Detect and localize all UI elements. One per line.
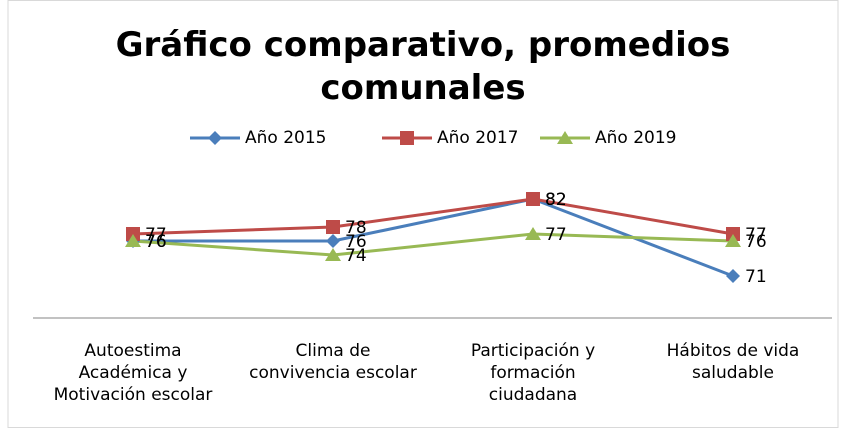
series-line — [132, 197, 734, 236]
legend-label: Año 2015 — [245, 128, 326, 148]
data-label: 76 — [145, 232, 167, 252]
marker — [326, 234, 340, 248]
marker — [326, 220, 340, 234]
data-label: 77 — [145, 225, 167, 245]
data-label: 77 — [545, 225, 567, 245]
marker — [526, 192, 540, 206]
data-label: 76 — [145, 232, 167, 252]
marker — [557, 131, 573, 144]
x-tick-label: Autoestima Académica y Motivación escola… — [53, 341, 213, 405]
series-line — [132, 232, 734, 257]
data-label: 82 — [545, 190, 567, 210]
data-label: 76 — [345, 232, 367, 252]
data-label: 76 — [745, 232, 767, 252]
marker — [208, 131, 222, 145]
x-tick-label: Clima de convivencia escolar — [249, 341, 417, 383]
data-label: 71 — [745, 267, 767, 287]
data-label: 77 — [745, 225, 767, 245]
data-label: 78 — [345, 218, 367, 238]
data-label: 74 — [345, 246, 367, 266]
x-tick-label: Hábitos de vida saludable — [666, 341, 800, 383]
legend-label: Año 2019 — [595, 128, 676, 148]
marker — [525, 227, 541, 240]
chart-title: Gráfico comparativo, promedios comunales — [115, 25, 731, 108]
marker — [125, 234, 141, 247]
marker — [726, 269, 740, 283]
marker — [325, 248, 341, 261]
data-label: 82 — [545, 190, 567, 210]
marker — [725, 234, 741, 247]
legend-label: Año 2017 — [437, 128, 518, 148]
x-tick-label: Participación y formación ciudadana — [470, 341, 596, 405]
marker — [400, 131, 414, 145]
